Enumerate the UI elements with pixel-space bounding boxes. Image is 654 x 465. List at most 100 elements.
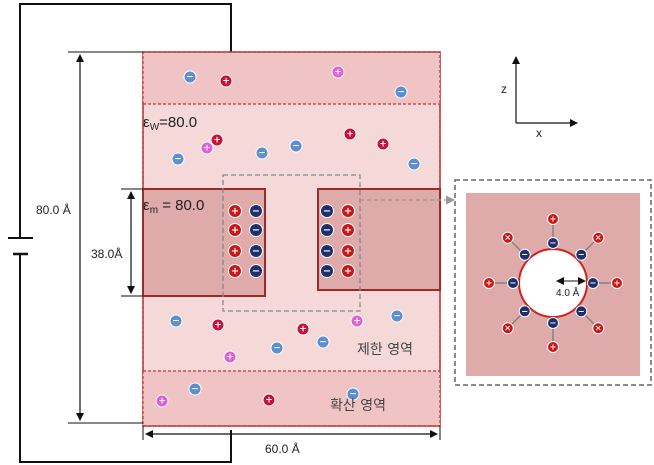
anion-icon: − [346, 387, 360, 401]
svg-text:+: + [346, 130, 354, 140]
cation-icon: + [296, 322, 310, 336]
cation-icon: + [350, 314, 364, 328]
svg-text:+: + [214, 321, 222, 331]
radius-label: 4.0 Å [556, 286, 580, 299]
ions: − ++−+++−−+−−− + ++−−+−+−+−+ − − ++ − − ++ − − ++ − − + [155, 65, 421, 408]
svg-text:−: − [174, 155, 182, 165]
anion-icon: − [320, 223, 334, 237]
dimension-markers [68, 51, 441, 440]
fixed-charge-icon: × [501, 322, 514, 335]
inset-spokes: −+−×−+−×−+−×− +−× [483, 213, 623, 353]
svg-text:+: + [344, 206, 352, 217]
cation-icon: + [611, 277, 623, 289]
svg-text:−: − [393, 312, 401, 322]
pore-inset: −+−×−+−×−+−×− +−× [454, 179, 652, 386]
svg-text:−: − [510, 277, 517, 287]
anion-icon: − [575, 305, 588, 318]
cation-icon: + [200, 141, 214, 155]
coordinate-axes [512, 56, 578, 127]
fixed-charge-icon: × [592, 322, 605, 335]
svg-text:−: − [323, 225, 331, 236]
svg-text:+: + [231, 266, 239, 277]
anion-icon: − [407, 157, 421, 171]
svg-text:+: + [344, 266, 352, 277]
cation-icon: + [483, 277, 495, 289]
x-axis-label: x [536, 126, 542, 140]
svg-text:−: − [252, 266, 260, 277]
svg-text:−: − [292, 142, 300, 152]
simulation-box [142, 51, 441, 427]
bottom-diffusion-band [143, 371, 440, 425]
anion-icon: − [518, 248, 531, 261]
anion-icon: − [390, 309, 404, 323]
cation-icon: + [376, 137, 390, 151]
svg-text:+: + [379, 140, 387, 150]
svg-text:−: − [319, 338, 327, 348]
cation-icon: + [341, 223, 355, 237]
svg-text:−: − [590, 277, 597, 287]
anion-icon: − [547, 237, 559, 249]
cation-icon: + [341, 244, 355, 258]
svg-text:+: + [299, 325, 307, 335]
svg-text:+: + [231, 225, 239, 236]
anion-icon: − [183, 70, 197, 84]
cation-icon: + [262, 393, 276, 407]
cation-icon: + [343, 127, 357, 141]
eps-water-label: εW=80.0 [143, 114, 197, 133]
cation-icon: + [211, 318, 225, 332]
svg-text:−: − [172, 317, 180, 327]
confined-region-label: 제한 영역 [357, 342, 413, 358]
cation-icon: + [228, 244, 242, 258]
anion-icon: − [316, 335, 330, 349]
svg-text:+: + [231, 246, 239, 257]
svg-text:×: × [595, 323, 602, 333]
svg-text:+: + [344, 246, 352, 257]
anion-icon: − [255, 146, 269, 160]
anion-icon: − [547, 317, 559, 329]
anion-icon: − [249, 244, 263, 258]
svg-text:−: − [186, 73, 194, 83]
anion-icon: − [249, 223, 263, 237]
svg-text:−: − [323, 266, 331, 277]
zoom-region [222, 174, 361, 312]
anion-icon: − [188, 382, 202, 396]
anion-icon: − [289, 139, 303, 153]
anion-icon: − [249, 264, 263, 278]
anion-icon: − [507, 277, 519, 289]
membrane-left [142, 188, 266, 297]
svg-text:−: − [191, 385, 199, 395]
svg-text:−: − [550, 237, 557, 247]
cation-icon: + [341, 264, 355, 278]
svg-text:+: + [353, 317, 361, 327]
width-total-label: 60.0 Å [265, 441, 300, 456]
anion-icon: − [394, 85, 408, 99]
cation-icon: + [228, 223, 242, 237]
svg-text:+: + [344, 225, 352, 236]
fixed-charge-icon: × [501, 231, 514, 244]
anion-icon: − [171, 152, 185, 166]
anion-icon: − [320, 264, 334, 278]
svg-text:+: + [213, 136, 221, 146]
svg-text:−: − [273, 344, 281, 354]
svg-text:+: + [222, 77, 230, 87]
svg-text:+: + [334, 68, 342, 78]
membrane-right [317, 188, 441, 291]
cation-icon: + [547, 213, 559, 225]
svg-text:×: × [504, 323, 511, 333]
diffusion-region-label: 확산 영역 [330, 398, 386, 414]
z-axis-label: z [501, 82, 507, 96]
svg-text:−: − [323, 206, 331, 217]
fixed-charge-icon: × [592, 231, 605, 244]
svg-text:×: × [595, 232, 602, 242]
svg-text:−: − [252, 206, 260, 217]
svg-text:−: − [521, 249, 528, 259]
svg-text:−: − [410, 160, 418, 170]
svg-text:+: + [550, 341, 557, 351]
svg-text:−: − [349, 390, 357, 400]
svg-text:+: + [158, 397, 166, 407]
cation-icon: + [341, 204, 355, 218]
anion-icon: − [518, 305, 531, 318]
anion-icon: − [169, 314, 183, 328]
cation-icon: + [210, 133, 224, 147]
